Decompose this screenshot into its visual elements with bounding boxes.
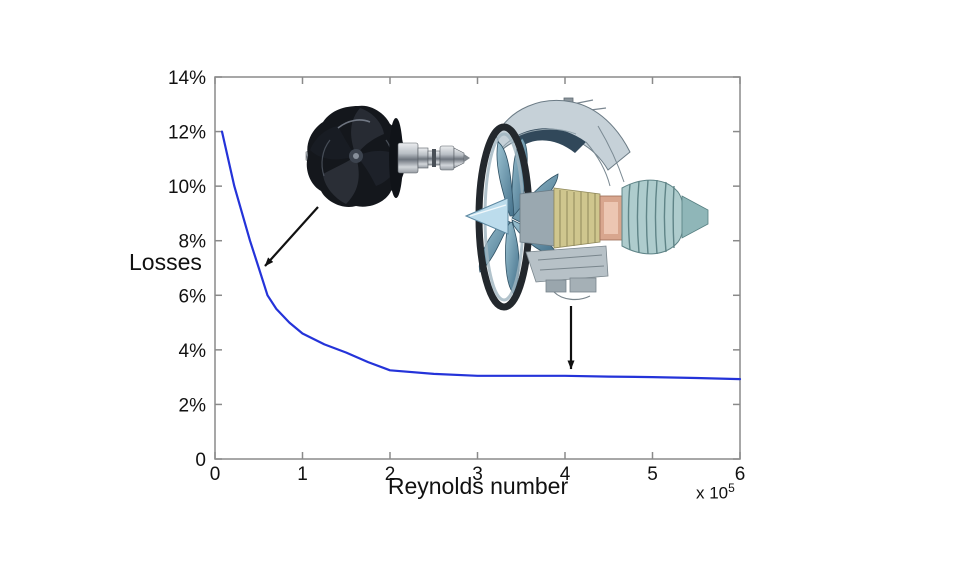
x-tick-label: 2 <box>385 464 396 485</box>
x-tick-label: 0 <box>210 464 221 485</box>
x-axis-scale-note: x 105 <box>696 481 735 504</box>
x-tick-label: 6 <box>735 464 746 485</box>
y-tick-label: 6% <box>179 286 207 307</box>
x-tick-label: 3 <box>472 464 483 485</box>
jet-engine-image <box>464 97 709 311</box>
y-tick-label: 4% <box>179 341 207 362</box>
x-scale-prefix: x 10 <box>696 483 729 503</box>
x-axis-title: Reynolds number <box>387 473 569 499</box>
loss-curve <box>220 130 742 381</box>
x-scale-exponent: 5 <box>728 481 735 495</box>
x-tick-label: 1 <box>297 464 308 485</box>
y-tick-label: 2% <box>179 395 207 416</box>
compressor-wheel-image <box>305 105 470 207</box>
y-tick-label: 0 <box>195 450 206 471</box>
y-tick-label: 12% <box>168 123 206 144</box>
arrow-to-small-turbomachine <box>264 206 319 267</box>
x-tick-label: 5 <box>647 464 658 485</box>
y-axis-title: Losses <box>129 249 202 275</box>
y-tick-label: 8% <box>179 232 207 253</box>
x-tick-label: 4 <box>560 464 571 485</box>
y-tick-label: 10% <box>168 177 206 198</box>
y-tick-label: 14% <box>168 68 206 89</box>
